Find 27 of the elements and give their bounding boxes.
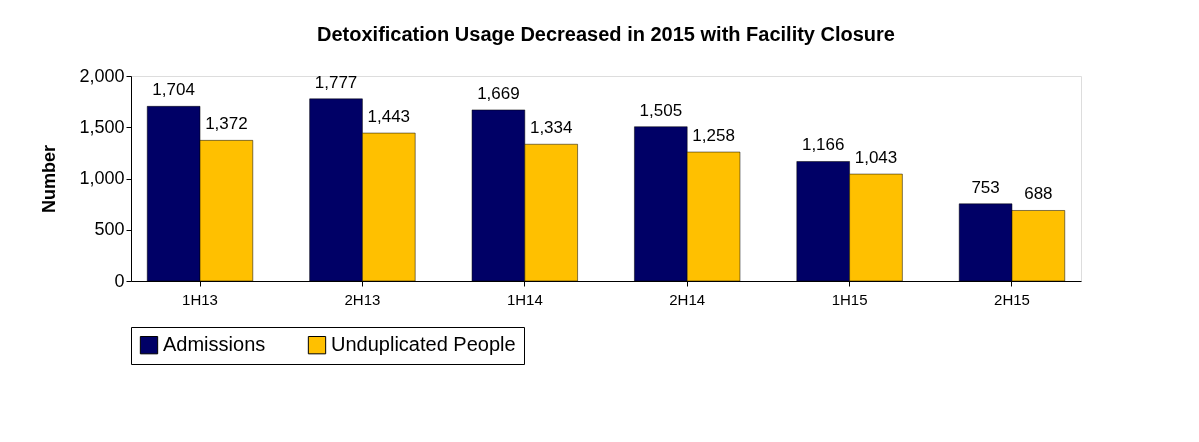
x-tick-label: 2H13 <box>344 290 381 308</box>
legend-label: Unduplicated People <box>331 333 516 356</box>
y-axis-title: Number <box>39 144 60 214</box>
data-label: 688 <box>1024 184 1053 204</box>
x-tick-label: 2H15 <box>994 290 1030 308</box>
data-label: 1,043 <box>854 148 898 168</box>
data-label: 1,334 <box>529 118 573 138</box>
data-label: 1,505 <box>639 100 683 120</box>
x-tick-label: 2H14 <box>669 290 706 308</box>
y-tick-label: 0 <box>114 270 125 291</box>
y-tick-label: 1,000 <box>79 168 125 188</box>
chart-title: Detoxification Usage Decreased in 2015 with Facility Closure <box>317 23 895 45</box>
x-tick-label: 1H14 <box>506 290 543 308</box>
data-label: 1,372 <box>205 114 248 134</box>
data-label: 1,443 <box>367 107 411 127</box>
x-tick-label: 1H13 <box>182 290 218 308</box>
data-label: 1,166 <box>801 135 845 155</box>
y-tick-label: 500 <box>94 219 125 240</box>
data-label: 1,704 <box>152 80 195 100</box>
data-label: 1,669 <box>477 83 520 103</box>
data-label: 1,258 <box>692 126 735 146</box>
y-tick-label: 2,000 <box>79 65 125 86</box>
legend-label: Admissions <box>163 333 266 356</box>
x-tick-label: 1H15 <box>831 290 868 308</box>
data-label: 753 <box>971 177 1000 197</box>
y-tick-label: 1,500 <box>79 116 125 137</box>
data-label: 1,777 <box>314 72 358 92</box>
